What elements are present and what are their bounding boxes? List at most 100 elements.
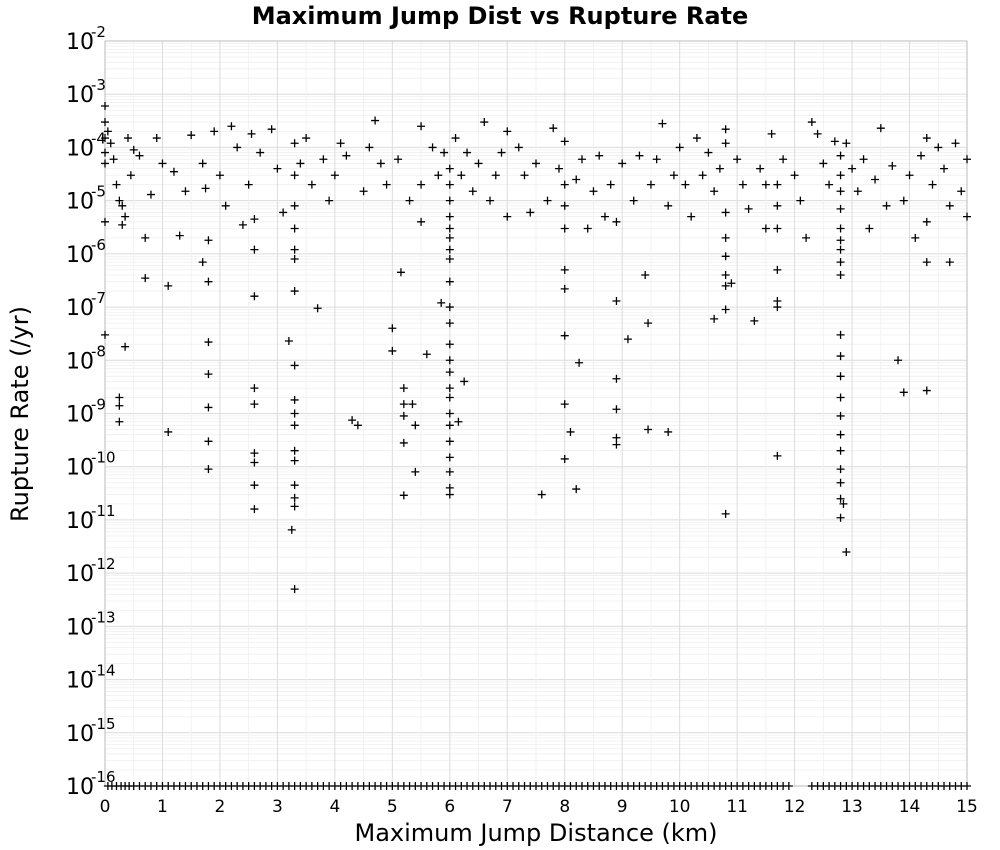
data-point	[641, 271, 650, 280]
y-tick-label: 10-5	[66, 183, 106, 215]
data-point	[836, 236, 845, 245]
data-point	[486, 196, 495, 205]
data-point	[198, 159, 207, 168]
data-point	[646, 180, 655, 189]
data-point	[839, 499, 848, 508]
data-point	[836, 430, 845, 439]
data-point	[290, 456, 299, 465]
data-point	[121, 212, 130, 221]
data-point	[342, 151, 351, 160]
data-point	[836, 478, 845, 487]
data-point	[250, 449, 259, 458]
data-point	[445, 212, 454, 221]
data-point	[382, 180, 391, 189]
y-tick-base: 10	[66, 509, 94, 534]
data-point	[888, 161, 897, 170]
data-point	[445, 356, 454, 365]
data-point	[560, 137, 569, 146]
data-point	[612, 433, 621, 442]
data-point	[267, 125, 276, 134]
data-point	[940, 164, 949, 173]
data-point	[560, 454, 569, 463]
data-point	[669, 171, 678, 180]
data-point	[917, 151, 926, 160]
data-point	[692, 134, 701, 143]
data-point	[945, 201, 954, 210]
data-point	[175, 231, 184, 240]
data-point	[721, 252, 730, 261]
data-point	[204, 370, 213, 379]
y-tick-label: 10-12	[66, 555, 116, 587]
data-point	[112, 180, 121, 189]
data-point	[807, 118, 816, 127]
data-point	[115, 401, 124, 410]
data-point	[290, 409, 299, 418]
data-point	[302, 134, 311, 143]
data-point	[836, 494, 845, 503]
data-point	[859, 155, 868, 164]
data-point	[399, 438, 408, 447]
y-tick-exponent: -3	[91, 76, 106, 94]
data-point	[698, 171, 707, 180]
data-point	[503, 127, 512, 136]
data-point	[503, 212, 512, 221]
data-point	[221, 201, 230, 210]
x-tick-label: 2	[215, 797, 226, 817]
y-tick-base: 10	[66, 669, 94, 694]
data-point	[247, 129, 256, 138]
data-point	[290, 287, 299, 296]
data-point	[290, 171, 299, 180]
data-point	[411, 467, 420, 476]
data-point	[836, 411, 845, 420]
data-point	[290, 139, 299, 148]
data-point	[109, 155, 118, 164]
data-point	[721, 509, 730, 518]
data-point	[445, 421, 454, 430]
data-point	[250, 458, 259, 467]
data-point	[353, 421, 362, 430]
data-point	[882, 201, 891, 210]
y-tick-base: 10	[66, 136, 94, 161]
data-point	[325, 196, 334, 205]
x-tick-label: 14	[899, 797, 921, 817]
data-point	[606, 180, 615, 189]
y-tick-label: 10-9	[66, 396, 106, 428]
data-point	[215, 171, 224, 180]
x-tick-label: 9	[617, 797, 628, 817]
data-point	[445, 437, 454, 446]
data-point	[399, 384, 408, 393]
data-point	[290, 361, 299, 370]
y-tick-base: 10	[66, 722, 94, 747]
data-point	[445, 340, 454, 349]
x-tick-label: 6	[444, 797, 455, 817]
data-point	[836, 513, 845, 522]
data-point	[290, 201, 299, 210]
data-point	[784, 782, 793, 790]
data-point	[715, 164, 724, 173]
data-point	[101, 134, 109, 143]
data-point	[256, 148, 265, 157]
data-point	[480, 118, 489, 127]
x-tick-label: 13	[841, 797, 863, 817]
data-point	[126, 171, 135, 180]
x-tick-label: 3	[272, 797, 283, 817]
data-point	[437, 298, 446, 307]
data-point	[164, 427, 173, 436]
data-point	[560, 400, 569, 409]
chart-title: Maximum Jump Dist vs Rupture Rate	[252, 2, 749, 30]
data-point	[721, 233, 730, 242]
data-point	[710, 314, 719, 323]
y-tick-exponent: -16	[91, 768, 116, 786]
data-point	[945, 258, 954, 267]
data-point	[158, 159, 167, 168]
data-point	[727, 279, 736, 288]
data-point	[497, 148, 506, 157]
data-point	[957, 187, 966, 196]
data-point	[836, 187, 845, 196]
data-points	[101, 102, 971, 790]
x-tick-label: 15	[956, 797, 978, 817]
data-point	[129, 145, 138, 154]
data-point	[629, 196, 638, 205]
data-point	[101, 330, 109, 339]
data-point	[644, 425, 653, 434]
